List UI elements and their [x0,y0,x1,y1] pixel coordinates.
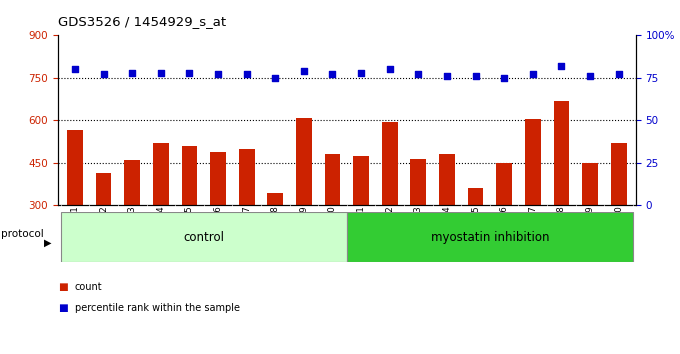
Text: GSM344631: GSM344631 [71,206,80,258]
Bar [210,152,226,205]
Point [413,72,424,77]
Bar [411,159,426,205]
Text: GSM344636: GSM344636 [214,206,222,258]
Point [613,72,624,77]
Bar [554,101,569,205]
Text: GSM344632: GSM344632 [99,206,108,258]
Bar [153,143,169,205]
Text: GSM344637: GSM344637 [242,206,251,258]
Bar [347,212,633,262]
Text: GSM344634: GSM344634 [156,206,165,258]
Point [69,67,80,72]
Text: GDS3526 / 1454929_s_at: GDS3526 / 1454929_s_at [58,15,226,28]
Bar [239,149,254,205]
Point [528,72,539,77]
Point [556,63,567,69]
Text: GSM344644: GSM344644 [443,206,452,258]
Bar [611,143,626,205]
Bar [267,193,283,205]
Point [585,73,596,79]
Text: GSM344643: GSM344643 [414,206,423,258]
Bar [67,130,83,205]
Text: GSM344633: GSM344633 [128,206,137,258]
Bar [353,156,369,205]
Text: GSM344648: GSM344648 [557,206,566,258]
Bar [61,212,347,262]
Point [384,67,395,72]
Point [498,75,509,81]
Bar [182,146,197,205]
Bar [496,163,512,205]
Point [98,72,109,77]
Text: myostatin inhibition: myostatin inhibition [430,231,549,244]
Bar [439,154,455,205]
Bar [124,160,140,205]
Point [213,72,224,77]
Text: GSM344641: GSM344641 [356,206,366,258]
Point [327,72,338,77]
Bar [525,119,541,205]
Bar [468,188,483,205]
Text: ■: ■ [58,303,67,313]
Bar [382,122,398,205]
Bar [324,154,341,205]
Point [126,70,137,76]
Text: GSM344646: GSM344646 [500,206,509,258]
Text: GSM344649: GSM344649 [585,206,594,258]
Bar [296,118,311,205]
Text: GSM344639: GSM344639 [299,206,308,258]
Point [184,70,195,76]
Text: GSM344647: GSM344647 [528,206,537,258]
Point [155,70,166,76]
Point [356,70,367,76]
Text: GSM344635: GSM344635 [185,206,194,258]
Text: GSM344640: GSM344640 [328,206,337,258]
Text: percentile rank within the sample: percentile rank within the sample [75,303,240,313]
Point [441,73,452,79]
Text: GSM344650: GSM344650 [614,206,623,258]
Bar [96,173,112,205]
Point [241,72,252,77]
Text: ■: ■ [58,282,67,292]
Point [470,73,481,79]
Bar [582,163,598,205]
Text: count: count [75,282,103,292]
Point [299,68,309,74]
Point [270,75,281,81]
Text: GSM344645: GSM344645 [471,206,480,258]
Text: control: control [183,231,224,244]
Text: protocol: protocol [1,229,44,239]
Text: GSM344638: GSM344638 [271,206,279,258]
Text: ▶: ▶ [44,238,51,247]
Text: GSM344642: GSM344642 [386,206,394,258]
